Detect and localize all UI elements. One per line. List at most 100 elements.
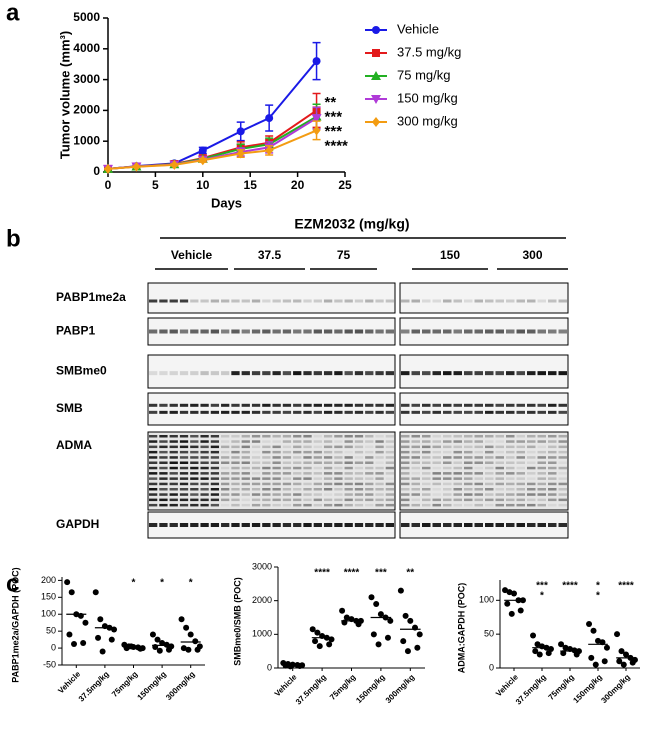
band (537, 523, 546, 527)
band (422, 403, 431, 407)
band (443, 329, 452, 334)
y-tick-label: 4000 (73, 41, 100, 55)
band (293, 410, 302, 414)
band (313, 329, 322, 334)
band (375, 299, 384, 303)
band (401, 410, 410, 414)
band (422, 371, 431, 376)
band (516, 371, 525, 376)
band (221, 445, 230, 449)
band (323, 523, 333, 527)
marker (311, 114, 322, 124)
band (422, 472, 431, 475)
band (241, 456, 250, 459)
band (334, 466, 343, 470)
band (210, 477, 220, 480)
band (474, 503, 483, 507)
band (210, 493, 220, 496)
band (474, 299, 483, 303)
band (474, 456, 483, 459)
band (422, 503, 431, 507)
band (169, 493, 178, 496)
band (411, 435, 420, 438)
band (303, 410, 312, 414)
band (200, 523, 209, 527)
significance: * (189, 578, 193, 589)
band (432, 503, 441, 507)
panel-label: a (6, 0, 20, 26)
data-point (296, 662, 303, 669)
band (221, 482, 230, 486)
band (432, 450, 441, 454)
band (474, 371, 483, 376)
band (385, 461, 394, 464)
marker (236, 148, 245, 159)
band (282, 523, 292, 527)
band (354, 493, 364, 496)
band (443, 466, 452, 470)
band (385, 503, 394, 507)
band (159, 410, 168, 414)
band (159, 371, 168, 376)
band (169, 488, 178, 491)
band (548, 493, 557, 496)
band (365, 299, 374, 303)
band (365, 461, 374, 464)
y-axis-title: ADMA:GAPDH (POC) (456, 583, 466, 674)
band (272, 456, 281, 459)
x-tick-label: 5 (152, 178, 159, 192)
band (495, 493, 504, 496)
band (365, 482, 374, 486)
band (169, 461, 178, 464)
band (334, 329, 343, 334)
band (149, 461, 158, 464)
band (179, 493, 189, 496)
band (548, 329, 557, 334)
band (495, 445, 504, 449)
band (334, 472, 343, 475)
band (411, 466, 420, 470)
band (282, 445, 292, 449)
data-point (384, 634, 391, 641)
data-point (355, 621, 362, 628)
band (453, 435, 462, 438)
band (474, 482, 483, 486)
band (231, 482, 240, 486)
band (293, 371, 302, 376)
band (464, 472, 473, 475)
band (495, 440, 504, 443)
band (432, 299, 441, 303)
band (159, 488, 168, 491)
band (282, 403, 292, 407)
band (411, 450, 420, 454)
band (313, 299, 322, 303)
band (354, 466, 364, 470)
band (200, 493, 209, 496)
band (453, 450, 462, 454)
band (272, 488, 281, 491)
legend-label: 37.5 mg/kg (397, 44, 461, 59)
data-point (504, 600, 511, 607)
data-point (185, 646, 192, 653)
band (282, 472, 292, 475)
data-point (375, 641, 382, 648)
band (375, 523, 384, 527)
band (344, 498, 353, 502)
data-point (416, 631, 423, 638)
band (334, 410, 343, 414)
band (221, 488, 230, 491)
band (411, 523, 420, 527)
band (272, 440, 281, 443)
band (303, 498, 312, 502)
band (537, 371, 546, 376)
band (313, 466, 322, 470)
significance: **** (344, 568, 360, 579)
band (411, 403, 420, 407)
band (474, 450, 483, 454)
band (506, 329, 515, 334)
band (179, 466, 189, 470)
data-point (343, 614, 350, 621)
data-point (339, 607, 346, 614)
band (453, 371, 462, 376)
data-point (629, 659, 636, 666)
